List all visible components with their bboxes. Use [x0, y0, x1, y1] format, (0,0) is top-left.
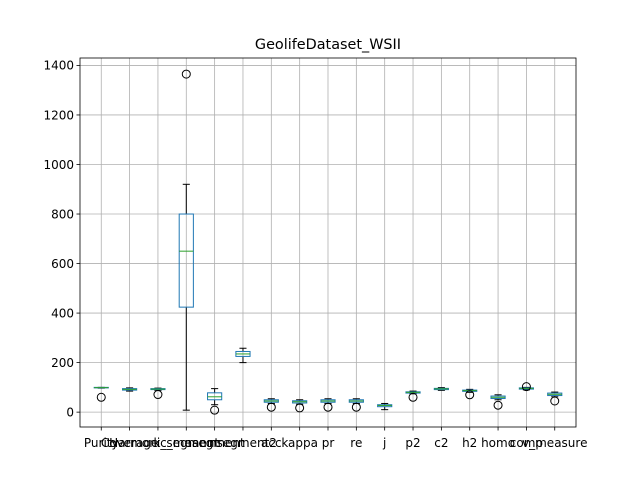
y-tick-label: 200 — [51, 356, 74, 370]
y-tick-label: 1000 — [43, 158, 74, 172]
x-tick-label: pr — [322, 436, 335, 450]
x-tick-label: Purity — [84, 436, 119, 450]
outlier-point — [550, 396, 560, 406]
box-v-measure — [547, 391, 563, 406]
y-tick-label: 1200 — [43, 108, 74, 122]
box-j — [377, 402, 393, 411]
x-tick-label: kappa — [281, 436, 318, 450]
outlier-point — [521, 382, 531, 392]
outlier-point — [408, 392, 418, 402]
x-tick-label: c2 — [434, 436, 448, 450]
box-coverage — [122, 387, 138, 392]
box-comp — [518, 382, 534, 392]
x-tick-label: re — [350, 436, 362, 450]
x-tick-label: nsegment2 — [209, 436, 277, 450]
box-harmonic-mean — [150, 387, 166, 400]
x-tick-label: v_measure — [522, 436, 587, 450]
box-nsegment — [207, 388, 223, 415]
box-h2 — [462, 388, 478, 400]
outlier-point — [181, 69, 191, 79]
y-tick-label: 1400 — [43, 59, 74, 73]
y-axis: 0 200 400 600 800 1000 1200 1400 — [43, 59, 80, 419]
grid-lines — [80, 58, 576, 427]
box-p2 — [405, 390, 421, 402]
outlier-point — [153, 390, 163, 400]
box-kappa — [292, 399, 308, 413]
box-homo — [490, 394, 506, 410]
y-tick-label: 800 — [51, 207, 74, 221]
outlier-point — [465, 390, 475, 400]
box-acc — [263, 398, 279, 412]
x-tick-label: comp — [510, 436, 543, 450]
y-tick-label: 0 — [66, 405, 74, 419]
box-re — [348, 398, 364, 412]
outlier-point — [96, 392, 106, 402]
x-tick-label: Harmonic_mean — [109, 436, 207, 450]
box-pr — [320, 398, 336, 412]
x-tick-label: j — [382, 436, 386, 450]
box-c2 — [433, 387, 449, 391]
outlier-point — [323, 402, 333, 412]
iqr-box — [178, 213, 194, 308]
x-tick-label: homo — [481, 436, 515, 450]
x-tick-label: nsegment — [185, 436, 246, 450]
y-tick-label: 600 — [51, 257, 74, 271]
outlier-point — [266, 402, 276, 412]
x-tick-label: h2 — [462, 436, 477, 450]
outlier-point — [351, 402, 361, 412]
x-axis: PurityCoverageHarmonic_meank_segmentnseg… — [84, 427, 587, 450]
outlier-point — [210, 405, 220, 415]
box-purity — [93, 386, 109, 402]
x-tick-label: p2 — [405, 436, 420, 450]
box-k-segment — [178, 69, 194, 411]
outlier-point — [295, 403, 305, 413]
outlier-point — [493, 400, 503, 410]
boxes-layer — [93, 69, 563, 415]
x-tick-label: acc — [261, 436, 282, 450]
x-tick-label: Coverage — [101, 436, 159, 450]
box-nsegment2 — [235, 347, 251, 364]
y-tick-label: 400 — [51, 306, 74, 320]
x-tick-label: k_segment — [153, 436, 219, 450]
chart-title: GeolifeDataset_WSII — [255, 37, 401, 53]
